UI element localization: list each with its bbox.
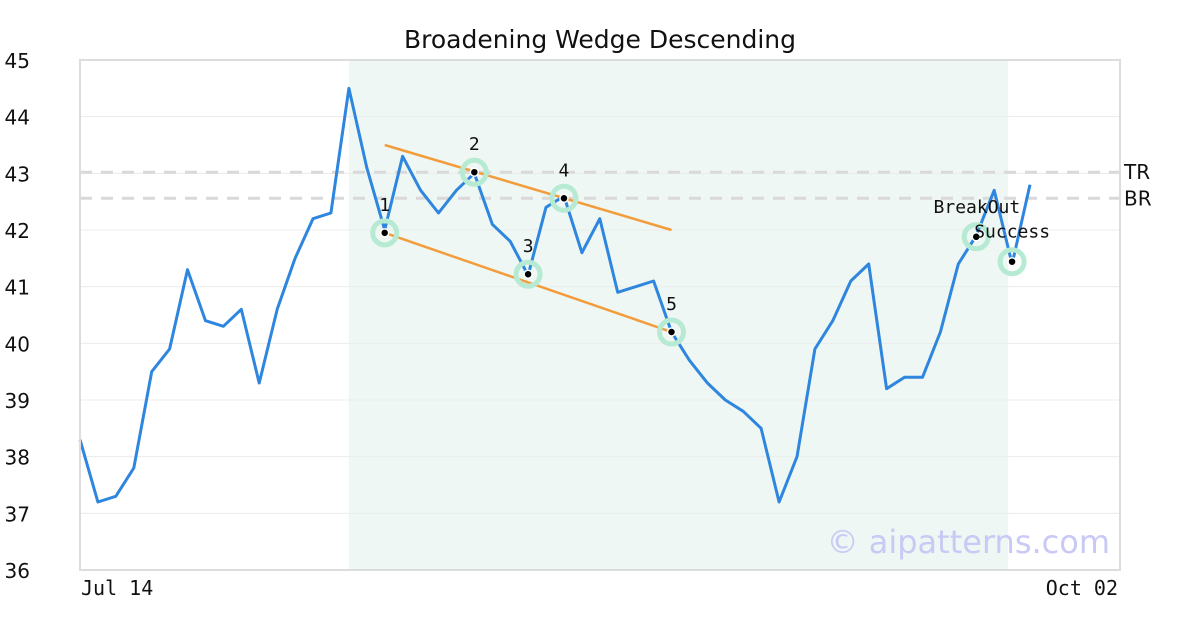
reference-label-tr: TR xyxy=(1123,160,1150,184)
point-marker-ring xyxy=(370,218,400,248)
upper-trend-line xyxy=(384,143,672,232)
point-label-3: 3 xyxy=(523,236,534,257)
point-marker-ring xyxy=(513,259,543,289)
chart-title: Broadening Wedge Descending xyxy=(404,25,796,54)
point-marker-ring xyxy=(997,247,1027,277)
point-label-breakout: BreakOut xyxy=(934,197,1021,218)
point-marker xyxy=(666,327,677,337)
y-tick-label: 37 xyxy=(5,502,30,526)
y-tick-label: 36 xyxy=(5,559,30,583)
point-label-1: 1 xyxy=(379,195,390,216)
reference-label-br: BR xyxy=(1124,186,1152,210)
point-marker-ring xyxy=(657,317,687,347)
watermark: © aipatterns.com xyxy=(827,523,1110,561)
point-marker xyxy=(523,269,533,279)
point-label-2: 2 xyxy=(469,134,480,155)
point-marker-ring xyxy=(549,183,579,213)
y-tick-label: 45 xyxy=(5,49,30,73)
point-label-5: 5 xyxy=(666,294,677,315)
lower-trend-line xyxy=(384,231,672,334)
point-label-success: Success xyxy=(974,222,1050,243)
x-tick-label: Oct 02 xyxy=(1046,576,1118,600)
point-label-4: 4 xyxy=(559,160,570,181)
point-marker-ring xyxy=(961,222,991,252)
y-tick-label: 41 xyxy=(5,276,30,300)
point-marker xyxy=(379,228,390,238)
point-marker-ring xyxy=(459,157,489,187)
point-marker xyxy=(1007,256,1017,267)
y-tick-label: 39 xyxy=(5,389,30,413)
y-tick-label: 42 xyxy=(5,219,30,243)
plot-frame xyxy=(79,59,1121,571)
point-marker xyxy=(971,232,981,242)
x-tick-label: Jul 14 xyxy=(81,576,153,600)
y-tick-label: 43 xyxy=(5,162,30,186)
y-tick-label: 40 xyxy=(5,332,30,356)
point-marker xyxy=(559,193,569,204)
point-marker xyxy=(469,167,480,177)
y-tick-label: 38 xyxy=(5,446,30,470)
pattern-highlight-region xyxy=(348,60,1009,570)
y-tick-label: 44 xyxy=(5,106,30,130)
